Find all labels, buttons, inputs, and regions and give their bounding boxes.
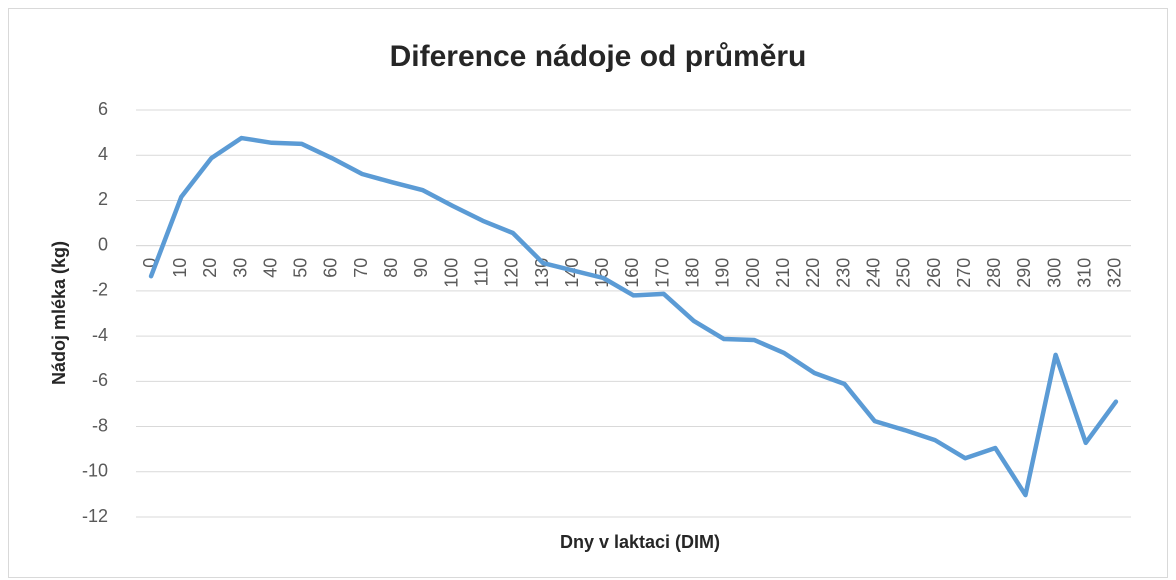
x-tick-label: 90: [411, 258, 431, 278]
x-tick-label: 110: [471, 258, 491, 287]
x-tick-label: 120: [502, 258, 522, 288]
x-tick-label: 40: [260, 258, 280, 278]
x-tick-label: 240: [863, 258, 883, 288]
x-axis-title: Dny v laktaci (DIM): [560, 532, 720, 552]
x-tick-label: 170: [652, 258, 672, 288]
chart-frame: [8, 8, 1168, 578]
x-tick-label: 250: [894, 258, 914, 288]
y-tick-label: 0: [98, 234, 108, 254]
y-tick-label: -10: [82, 461, 108, 481]
y-tick-label: 2: [98, 189, 108, 209]
x-tick-label: 100: [441, 258, 461, 288]
x-tick-label: 140: [562, 258, 582, 288]
y-tick-label: 6: [98, 99, 108, 119]
y-tick-label: 4: [98, 144, 108, 164]
y-tick-label: -2: [92, 280, 108, 300]
x-tick-label: 310: [1075, 258, 1095, 288]
y-tick-label: -8: [92, 415, 108, 435]
x-tick-label: 20: [200, 258, 220, 278]
x-tick-label: 210: [773, 258, 793, 288]
y-tick-label: -6: [92, 370, 108, 390]
x-tick-label: 30: [230, 258, 250, 278]
x-tick-label: 300: [1044, 258, 1064, 288]
x-tick-label: 60: [321, 258, 341, 278]
y-axis-title: Nádoj mléka (kg): [49, 241, 69, 385]
x-tick-label: 290: [1014, 258, 1034, 288]
x-tick-label: 10: [170, 258, 190, 278]
x-tick-label: 0: [140, 258, 160, 268]
chart-title: Diference nádoje od průměru: [390, 40, 807, 73]
y-tick-label: -4: [92, 325, 108, 345]
x-tick-label: 180: [683, 258, 703, 288]
data-line: [148, 135, 1119, 498]
x-tick-label: 160: [622, 258, 642, 288]
x-tick-label: 50: [291, 258, 311, 278]
x-tick-label: 280: [984, 258, 1004, 288]
y-tick-label: -12: [82, 506, 108, 526]
x-tick-label: 320: [1105, 258, 1125, 288]
x-tick-label: 220: [803, 258, 823, 288]
x-tick-label: 270: [954, 258, 974, 288]
x-tick-label: 80: [381, 258, 401, 278]
x-tick-label: 190: [713, 258, 733, 288]
x-tick-label: 70: [351, 258, 371, 278]
x-tick-label: 200: [743, 258, 763, 288]
x-tick-label: 230: [833, 258, 853, 288]
x-tick-label: 260: [924, 258, 944, 288]
